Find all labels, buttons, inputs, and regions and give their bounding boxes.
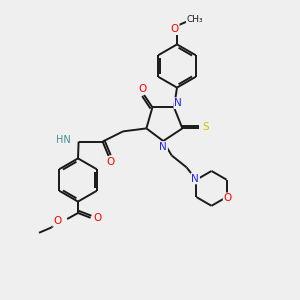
Text: S: S [202, 122, 209, 132]
Text: N: N [174, 98, 182, 108]
Text: O: O [224, 193, 232, 203]
Text: O: O [106, 157, 114, 167]
Text: O: O [170, 24, 179, 34]
Text: O: O [138, 84, 147, 94]
Text: CH₃: CH₃ [187, 15, 203, 24]
Text: O: O [93, 213, 101, 224]
Text: O: O [53, 216, 61, 226]
Text: HN: HN [56, 135, 71, 145]
Text: N: N [159, 142, 167, 152]
Text: N: N [191, 173, 199, 184]
